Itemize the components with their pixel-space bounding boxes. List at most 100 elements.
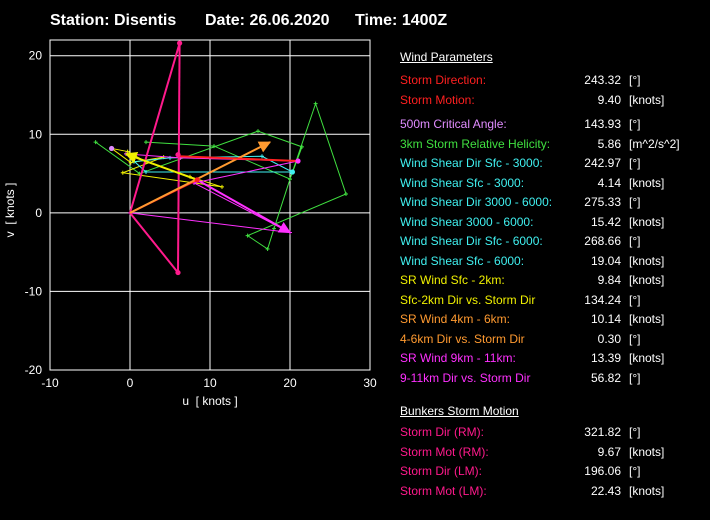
marker-rm_mid_point (175, 152, 181, 158)
series-point (265, 247, 270, 251)
param-label: Storm Motion: (400, 92, 475, 107)
marker-storm_motion_point (194, 177, 200, 183)
series-point (120, 170, 125, 175)
param-unit: [knots] (629, 273, 665, 287)
series-point (245, 233, 250, 238)
y-axis-label: v [ knots ] (3, 183, 17, 238)
param-unit: [°] (629, 292, 641, 307)
param-value: 10.14 (590, 312, 621, 326)
param-value: 19.04 (590, 253, 621, 268)
param-unit: [°] (629, 370, 641, 385)
series-point (168, 155, 172, 160)
param-label: Wind Shear Sfc - 3000: (400, 175, 525, 190)
bunkers-title: Bunkers Storm Motion (400, 404, 519, 418)
x-tick-label: -10 (41, 376, 59, 390)
series-point (344, 192, 348, 196)
param-value: 243.32 (584, 73, 621, 87)
param-value: 9.40 (597, 92, 621, 107)
param-value: 15.42 (590, 214, 621, 229)
vector-shear_sfc_6000 (129, 141, 272, 214)
param-unit: [knots] (629, 312, 665, 326)
param-label: 3km Storm Relative Helicity: (400, 136, 551, 151)
param-label: Storm Mot (LM): (400, 483, 487, 498)
series-point (220, 184, 224, 189)
series-hodograph_magenta (125, 153, 299, 233)
y-tick-label: 10 (29, 127, 43, 141)
vector-bunkers_rm_leg1 (129, 42, 181, 214)
station-title: Station: Disentis (50, 12, 177, 29)
param-value: 22.43 (590, 483, 621, 498)
param-value: 0.30 (597, 331, 621, 346)
param-unit: [knots] (629, 253, 665, 268)
param-value: 9.84 (597, 273, 621, 287)
param-value: 56.82 (590, 370, 621, 385)
param-label: Storm Mot (RM): (400, 444, 489, 459)
vector-sr_9_11 (196, 178, 292, 234)
param-unit: [knots] (629, 214, 665, 229)
vector-bunkers_lm (129, 212, 179, 274)
param-unit: [°] (629, 195, 641, 209)
grid-lines (50, 40, 370, 370)
param-unit: [°] (629, 331, 641, 346)
series-point (288, 177, 292, 182)
x-tick-label: 10 (203, 376, 217, 390)
param-value: 4.14 (597, 175, 621, 190)
param-value: 321.82 (584, 425, 621, 439)
param-label: Storm Dir (RM): (400, 425, 484, 439)
param-label: 4-6km Dir vs. Storm Dir (400, 331, 525, 346)
param-value: 242.97 (584, 156, 621, 170)
series-point (300, 144, 304, 149)
vector-bunkers_rm_leg2 (177, 43, 181, 273)
param-label: Wind Shear 3000 - 6000: (400, 214, 534, 229)
series-group (93, 101, 348, 251)
param-value: 13.39 (590, 351, 621, 365)
param-unit: [knots] (629, 444, 665, 459)
y-tick-label: -10 (25, 284, 43, 298)
series-point (256, 129, 260, 134)
param-label: SR Wind Sfc - 2km: (400, 273, 505, 287)
param-unit: [m^2/s^2] (629, 136, 680, 151)
marker-group (109, 40, 301, 276)
param-label: Storm Dir (LM): (400, 464, 482, 478)
wind-parameters-title: Wind Parameters (400, 50, 493, 64)
param-value: 143.93 (584, 117, 621, 131)
param-unit: [°] (629, 464, 641, 478)
param-label: Sfc-2km Dir vs. Storm Dir (400, 292, 536, 307)
param-label: Wind Shear Dir Sfc - 6000: (400, 234, 543, 248)
series-point (260, 154, 264, 159)
series-point (212, 144, 216, 149)
param-label: Wind Shear Sfc - 6000: (400, 253, 525, 268)
param-unit: [°] (629, 73, 641, 87)
marker-rm_point (177, 40, 183, 46)
marker-lm_point (175, 269, 181, 276)
param-unit: [°] (629, 234, 641, 248)
x-tick-label: 20 (283, 376, 297, 390)
param-unit: [°] (629, 156, 641, 170)
param-unit: [knots] (629, 92, 665, 107)
param-value: 134.24 (584, 292, 621, 307)
param-label: Wind Shear Dir 3000 - 6000: (400, 195, 553, 209)
series-point (313, 101, 318, 106)
param-unit: [knots] (629, 483, 665, 498)
param-unit: [knots] (629, 175, 665, 190)
param-unit: [knots] (629, 351, 665, 365)
series-point (272, 226, 276, 231)
param-label: 9-11km Dir vs. Storm Dir (400, 370, 531, 385)
date-title: Date: 26.06.2020 (205, 12, 330, 29)
param-value: 196.06 (584, 464, 621, 478)
time-title: Time: 1400Z (355, 12, 448, 29)
y-tick-label: 0 (35, 206, 42, 220)
param-value: 275.33 (584, 195, 621, 209)
marker-violet_point (109, 145, 115, 152)
x-axis-label: u [ knots ] (182, 394, 237, 408)
y-tick-label: -20 (25, 363, 43, 377)
vector-group (124, 42, 299, 274)
series-point (93, 140, 98, 145)
param-value: 9.67 (597, 444, 621, 459)
series-hodograph_green (95, 102, 347, 250)
param-unit: [°] (629, 117, 641, 131)
vector-red_segment (177, 155, 299, 162)
x-tick-label: 30 (363, 376, 377, 390)
param-label: SR Wind 9km - 11km: (400, 351, 516, 365)
